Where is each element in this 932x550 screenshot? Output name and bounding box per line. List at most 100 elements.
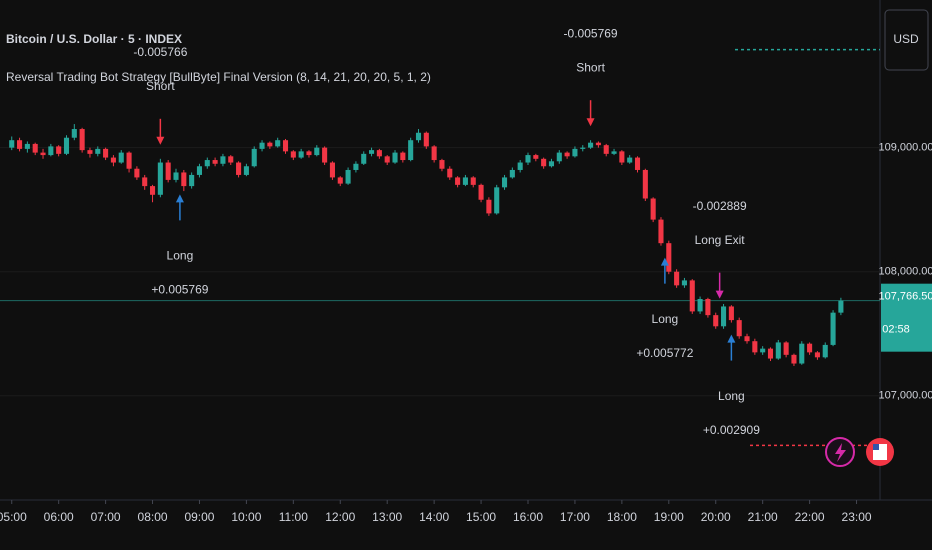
candle-body [744, 336, 750, 342]
x-tick-label: 13:00 [372, 510, 402, 524]
signal-label: Short [146, 79, 175, 93]
candle-body [681, 280, 687, 286]
candle-body [212, 160, 218, 164]
candle-body [752, 341, 758, 353]
candle-body [142, 177, 148, 187]
signal-label: Long [167, 249, 194, 263]
candle-body [642, 169, 648, 199]
candle-body [627, 157, 633, 163]
candle-body [275, 140, 281, 147]
candle-body [509, 169, 515, 178]
candle-body [689, 280, 695, 312]
chart-title: Bitcoin / U.S. Dollar · 5 · INDEX [6, 32, 182, 46]
candle-body [807, 343, 813, 353]
flag-canton [873, 444, 879, 450]
candle-body [830, 312, 836, 345]
candle-body [134, 168, 140, 178]
candle-body [204, 160, 210, 167]
candle-body [118, 152, 124, 163]
candle-body [32, 143, 38, 153]
x-tick-label: 07:00 [91, 510, 121, 524]
candle-body [736, 320, 742, 337]
candle-body [791, 354, 797, 364]
candle-body [658, 219, 664, 244]
x-tick-label: 15:00 [466, 510, 496, 524]
candle-body [439, 160, 445, 169]
candle-body [9, 140, 15, 148]
signal-profit: -0.005766 [133, 45, 187, 59]
x-tick-label: 11:00 [279, 510, 308, 524]
candle-body [63, 137, 70, 154]
y-tick-label: 107,000.00 [878, 390, 932, 402]
y-tick-label: 109,000.00 [878, 142, 932, 154]
last-price-label: 107,766.50 [878, 291, 932, 303]
x-tick-label: 06:00 [44, 510, 74, 524]
candle-body [110, 157, 116, 163]
candle-body [353, 163, 359, 170]
candle-body [79, 129, 85, 151]
currency-button[interactable] [884, 9, 929, 71]
candle-body [149, 186, 156, 195]
candle-body [588, 142, 594, 148]
x-tick-label: 16:00 [513, 510, 543, 524]
candle-body [314, 147, 320, 156]
candle-body [220, 156, 226, 164]
candle-body [24, 143, 30, 149]
y-tick-label: 108,000.00 [878, 266, 932, 278]
candle-body [337, 177, 343, 184]
candle-body [290, 151, 296, 158]
candle-body [369, 150, 375, 154]
candle-body [384, 156, 390, 163]
candle-body [517, 162, 523, 170]
candle-body [282, 140, 289, 152]
signal-arrow-head [715, 290, 724, 299]
x-tick-label: 10:00 [231, 510, 261, 524]
candle-body [775, 342, 781, 359]
candle-body [306, 151, 312, 156]
signal-label: Short [576, 60, 605, 74]
candle-body [87, 150, 93, 154]
candle-body [56, 146, 62, 154]
candle-body [189, 174, 195, 187]
candle-body [48, 146, 54, 156]
candle-body [462, 177, 468, 185]
candle-body [533, 155, 539, 159]
x-tick-label: 22:00 [795, 510, 825, 524]
candle-body [196, 166, 203, 175]
candle-body [243, 166, 249, 175]
candle-body [501, 177, 508, 188]
candle-body [799, 343, 805, 364]
candle-body [322, 147, 328, 163]
x-tick-label: 21:00 [748, 510, 778, 524]
candle-body [236, 162, 242, 175]
candle-body [666, 243, 672, 272]
icons [825, 437, 894, 467]
candle-body [165, 162, 171, 180]
x-tick-label: 14:00 [419, 510, 449, 524]
candle-body [71, 129, 77, 138]
candle-body [173, 172, 179, 180]
countdown-label: 02:58 [882, 324, 910, 336]
candle-body [126, 152, 132, 169]
candle-body [400, 152, 406, 161]
candle-body [713, 315, 719, 327]
candle-body [580, 147, 586, 149]
x-tick-label: 18:00 [607, 510, 637, 524]
x-tick-label: 12:00 [325, 510, 355, 524]
candle-body [181, 172, 187, 187]
signal-arrow-head [660, 257, 669, 266]
candle-body [415, 132, 422, 141]
candle-body [814, 352, 820, 358]
x-tick-label: 23:00 [842, 510, 872, 524]
candle-body [595, 142, 601, 146]
candle-body [611, 151, 617, 154]
candle-body [423, 132, 429, 147]
candle-body [822, 344, 828, 358]
signal-arrow-head [586, 118, 595, 127]
signal-profit: +0.005769 [151, 283, 208, 297]
signal-label: Long [652, 312, 679, 326]
candle-body [525, 155, 531, 163]
